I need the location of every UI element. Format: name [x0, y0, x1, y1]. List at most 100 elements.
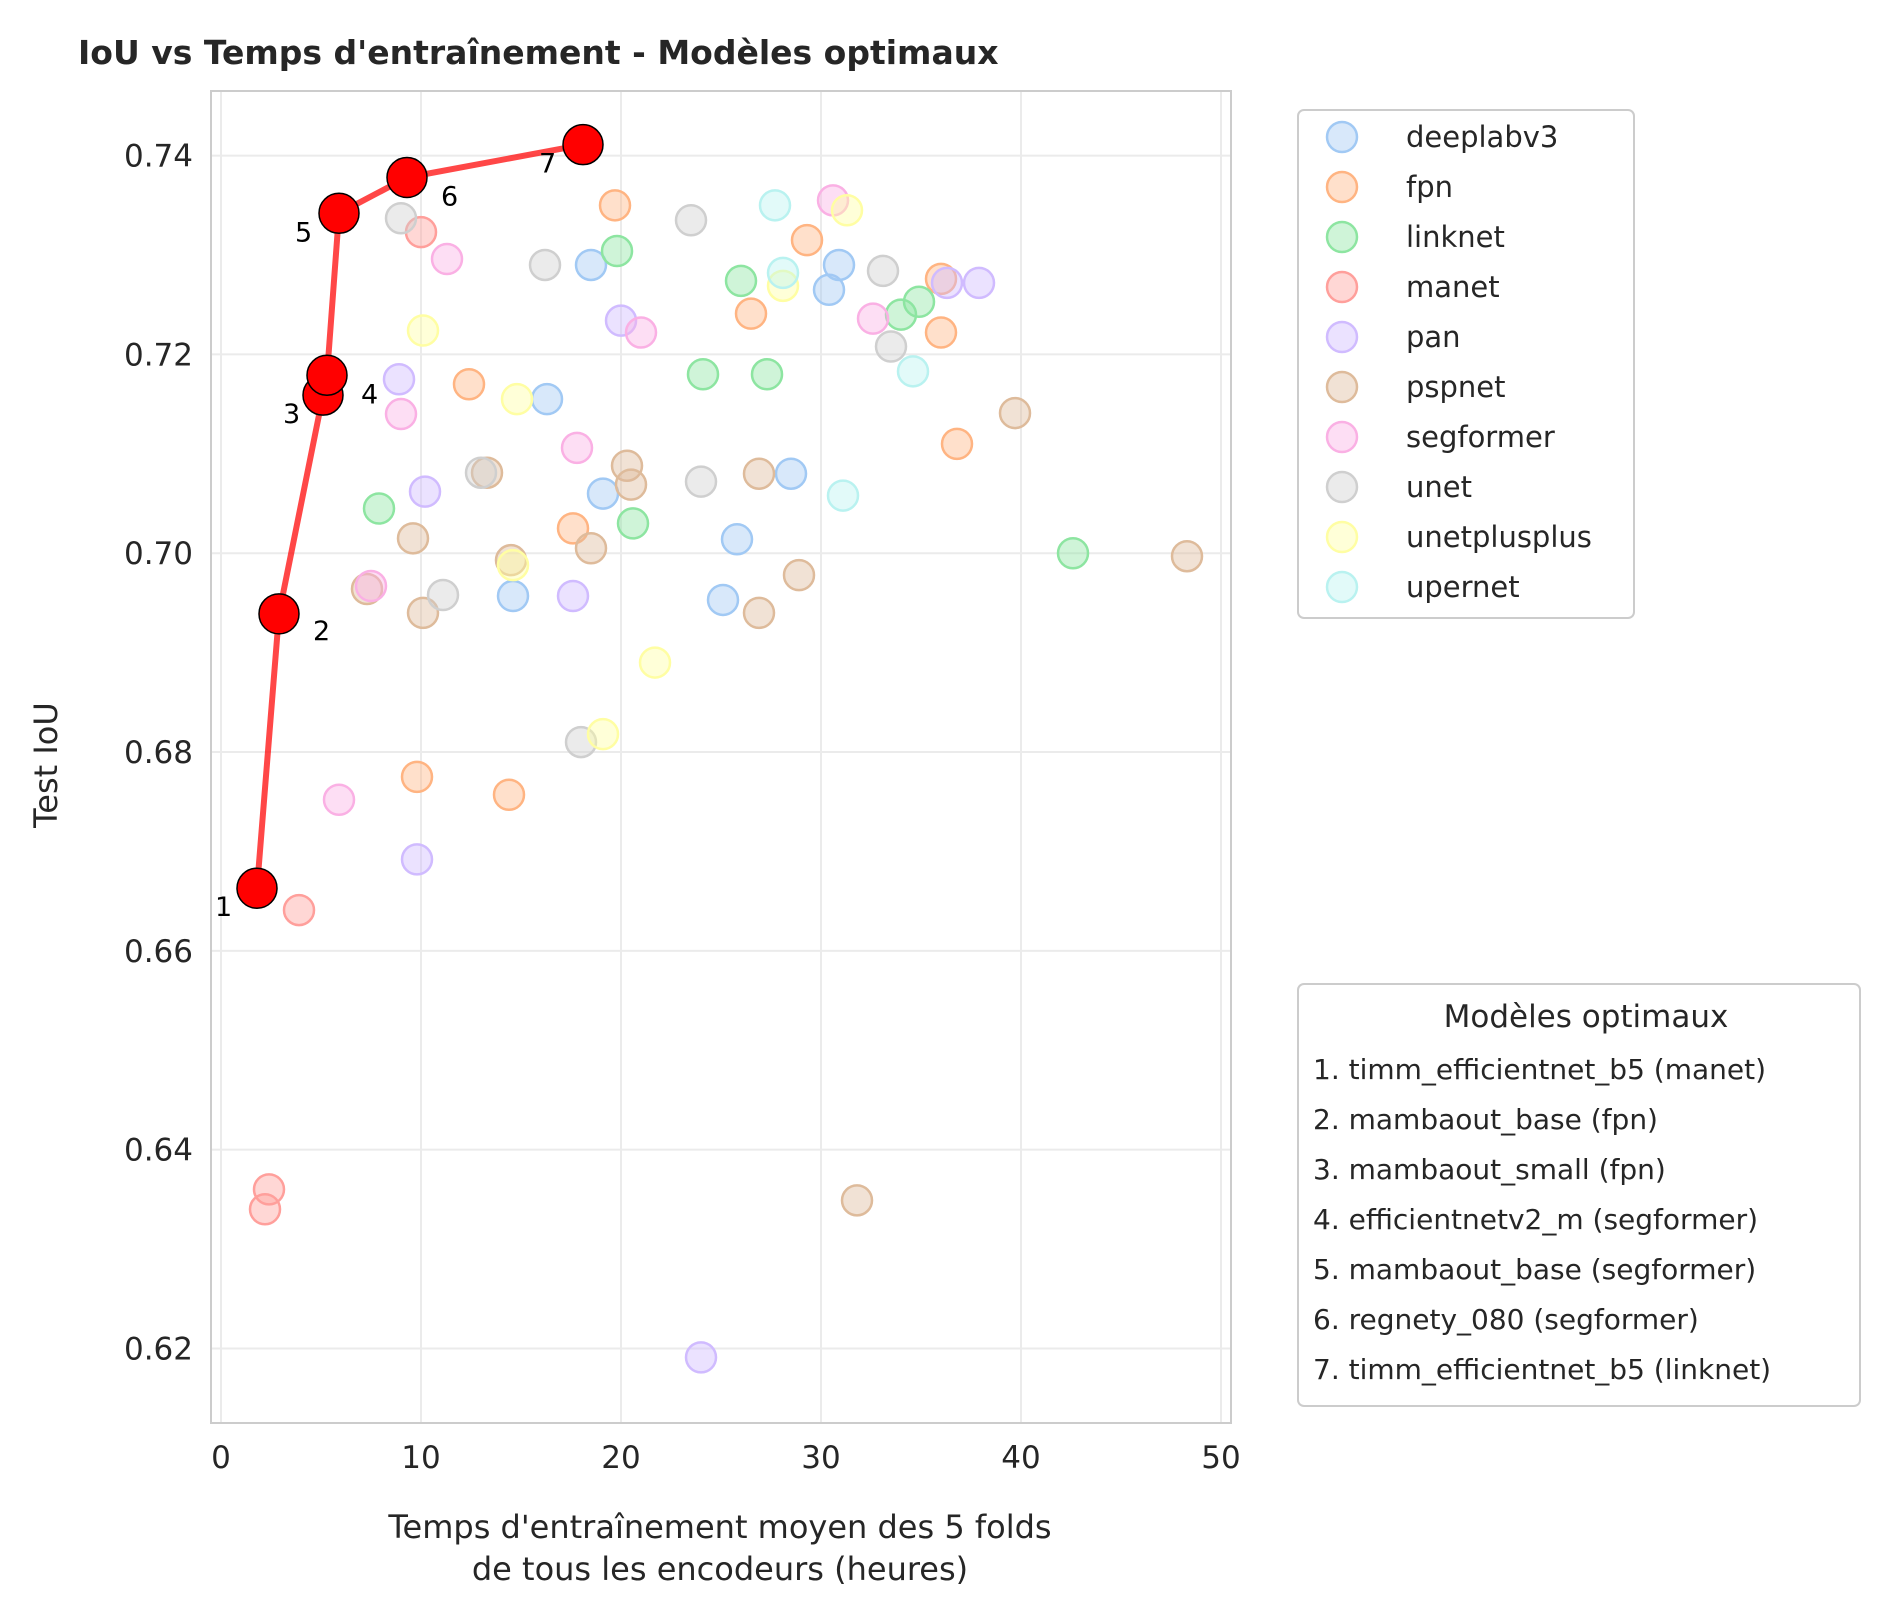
point-fpn [924, 316, 958, 349]
point-segformer [384, 397, 418, 431]
point-deeplabv3 [720, 523, 754, 556]
point-manet [248, 1193, 282, 1226]
optimal-legend-entry: 1. timm_efficientnet_b5 (manet) [1313, 1053, 1766, 1086]
x-axis-label-line-1: Temps d'entraînement moyen des 5 folds [387, 1508, 1051, 1546]
point-unetplusplus [830, 194, 864, 227]
legend-marker-unet [1325, 470, 1359, 504]
point-linknet [884, 298, 918, 331]
point-pspnet [998, 396, 1032, 430]
plot-area [211, 91, 1231, 1423]
point-segformer [354, 569, 388, 603]
optimal-legend-entry: 3. mambaout_small (fpn) [1313, 1153, 1666, 1186]
point-pan [408, 475, 442, 508]
optimal-point-label: 1 [215, 892, 232, 923]
legend-label-deeplabv3: deeplabv3 [1406, 120, 1558, 154]
legend-frame [1297, 109, 1635, 619]
optimal-legend-title: Modèles optimaux [1444, 999, 1729, 1035]
point-pan [382, 363, 416, 396]
legend-marker-deeplabv3 [1325, 120, 1359, 154]
point-linknet [600, 234, 634, 268]
optimal-point [562, 123, 604, 166]
y-tick-label: 0.72 [124, 337, 193, 373]
point-upernet [758, 189, 792, 222]
optimal-point-label: 3 [283, 399, 300, 430]
optimal-legend-entry: 2. mambaout_base (fpn) [1313, 1103, 1658, 1136]
point-unet [866, 254, 900, 288]
point-linknet [1056, 536, 1090, 570]
point-unetplusplus [586, 717, 620, 751]
point-pspnet [574, 532, 608, 565]
point-pan [684, 1341, 718, 1374]
y-tick-label: 0.68 [124, 735, 193, 771]
optimal-point-label: 5 [295, 217, 312, 248]
optimal-legend-entry: 7. timm_efficientnet_b5 (linknet) [1313, 1353, 1771, 1386]
optimal-legend-frame [1297, 983, 1861, 1407]
point-deeplabv3 [706, 583, 740, 617]
legend-label-segformer: segformer [1406, 420, 1555, 454]
legend-label-pspnet: pspnet [1406, 370, 1506, 404]
optimal-point-label: 4 [361, 379, 378, 410]
y-tick-label: 0.66 [124, 934, 193, 970]
legend-marker-unetplusplus [1325, 520, 1359, 554]
x-axis-label-line-2: de tous les encodeurs (heures) [472, 1550, 968, 1588]
y-tick-label: 0.64 [124, 1133, 193, 1169]
point-linknet [750, 358, 784, 391]
point-unetplusplus [638, 646, 672, 679]
point-fpn [452, 367, 486, 401]
x-tick-label: 50 [1201, 1440, 1240, 1476]
optimal-legend-entry: 6. regnety_080 (segformer) [1313, 1303, 1699, 1336]
optimal-point [258, 593, 300, 635]
point-deeplabv3 [496, 579, 530, 613]
point-unet [384, 201, 418, 235]
x-tick-label: 20 [601, 1440, 640, 1476]
point-pspnet [782, 558, 816, 592]
point-fpn [598, 189, 632, 222]
point-upernet [826, 479, 860, 512]
legend-marker-pspnet [1325, 370, 1359, 404]
y-axis-label: Test IoU [27, 702, 65, 829]
optimal-point-labels: 1 2 3 4 5 6 7 [215, 149, 556, 924]
legend-label-linknet: linknet [1406, 220, 1505, 254]
legend-marker-segformer [1325, 420, 1359, 454]
point-segformer [430, 242, 464, 276]
point-deeplabv3 [530, 382, 564, 416]
x-tick-label: 40 [1001, 1440, 1040, 1476]
legend-label-upernet: upernet [1406, 570, 1520, 604]
point-pspnet [840, 1184, 874, 1217]
point-deeplabv3 [774, 457, 808, 490]
legend-label-fpn: fpn [1406, 170, 1453, 204]
optimal-point [306, 354, 348, 397]
optimal-point [318, 192, 360, 235]
point-pspnet [1170, 539, 1204, 573]
point-unet [464, 456, 498, 489]
point-pan [604, 304, 638, 337]
point-segformer [624, 316, 658, 349]
point-manet [282, 893, 316, 927]
grid [211, 91, 1231, 1423]
legend-marker-manet [1325, 270, 1359, 304]
y-tick-label: 0.62 [124, 1331, 193, 1367]
point-linknet [616, 507, 650, 540]
y-tick-label: 0.70 [124, 536, 193, 572]
x-axis-ticks: 0 10 20 30 40 50 [211, 1440, 1241, 1476]
optimal-legend-entry: 5. mambaout_base (segformer) [1313, 1253, 1756, 1286]
point-unet [684, 465, 718, 498]
point-upernet [766, 256, 800, 290]
legend-label-unet: unet [1406, 470, 1472, 504]
point-pan [400, 843, 434, 876]
point-unetplusplus [406, 314, 440, 347]
point-unetplusplus [496, 548, 530, 582]
point-manet [252, 1173, 286, 1206]
point-pan [962, 266, 996, 300]
point-unet [674, 203, 708, 237]
optimal-point-label: 2 [313, 616, 330, 647]
point-unet [874, 330, 908, 363]
point-unetplusplus [766, 269, 800, 303]
point-fpn [790, 223, 824, 257]
legend-marker-linknet [1325, 220, 1359, 254]
point-pspnet [406, 596, 440, 630]
point-segformer [322, 783, 356, 816]
point-segformer [560, 431, 594, 465]
point-linknet [902, 285, 936, 318]
point-segformer [856, 302, 890, 335]
